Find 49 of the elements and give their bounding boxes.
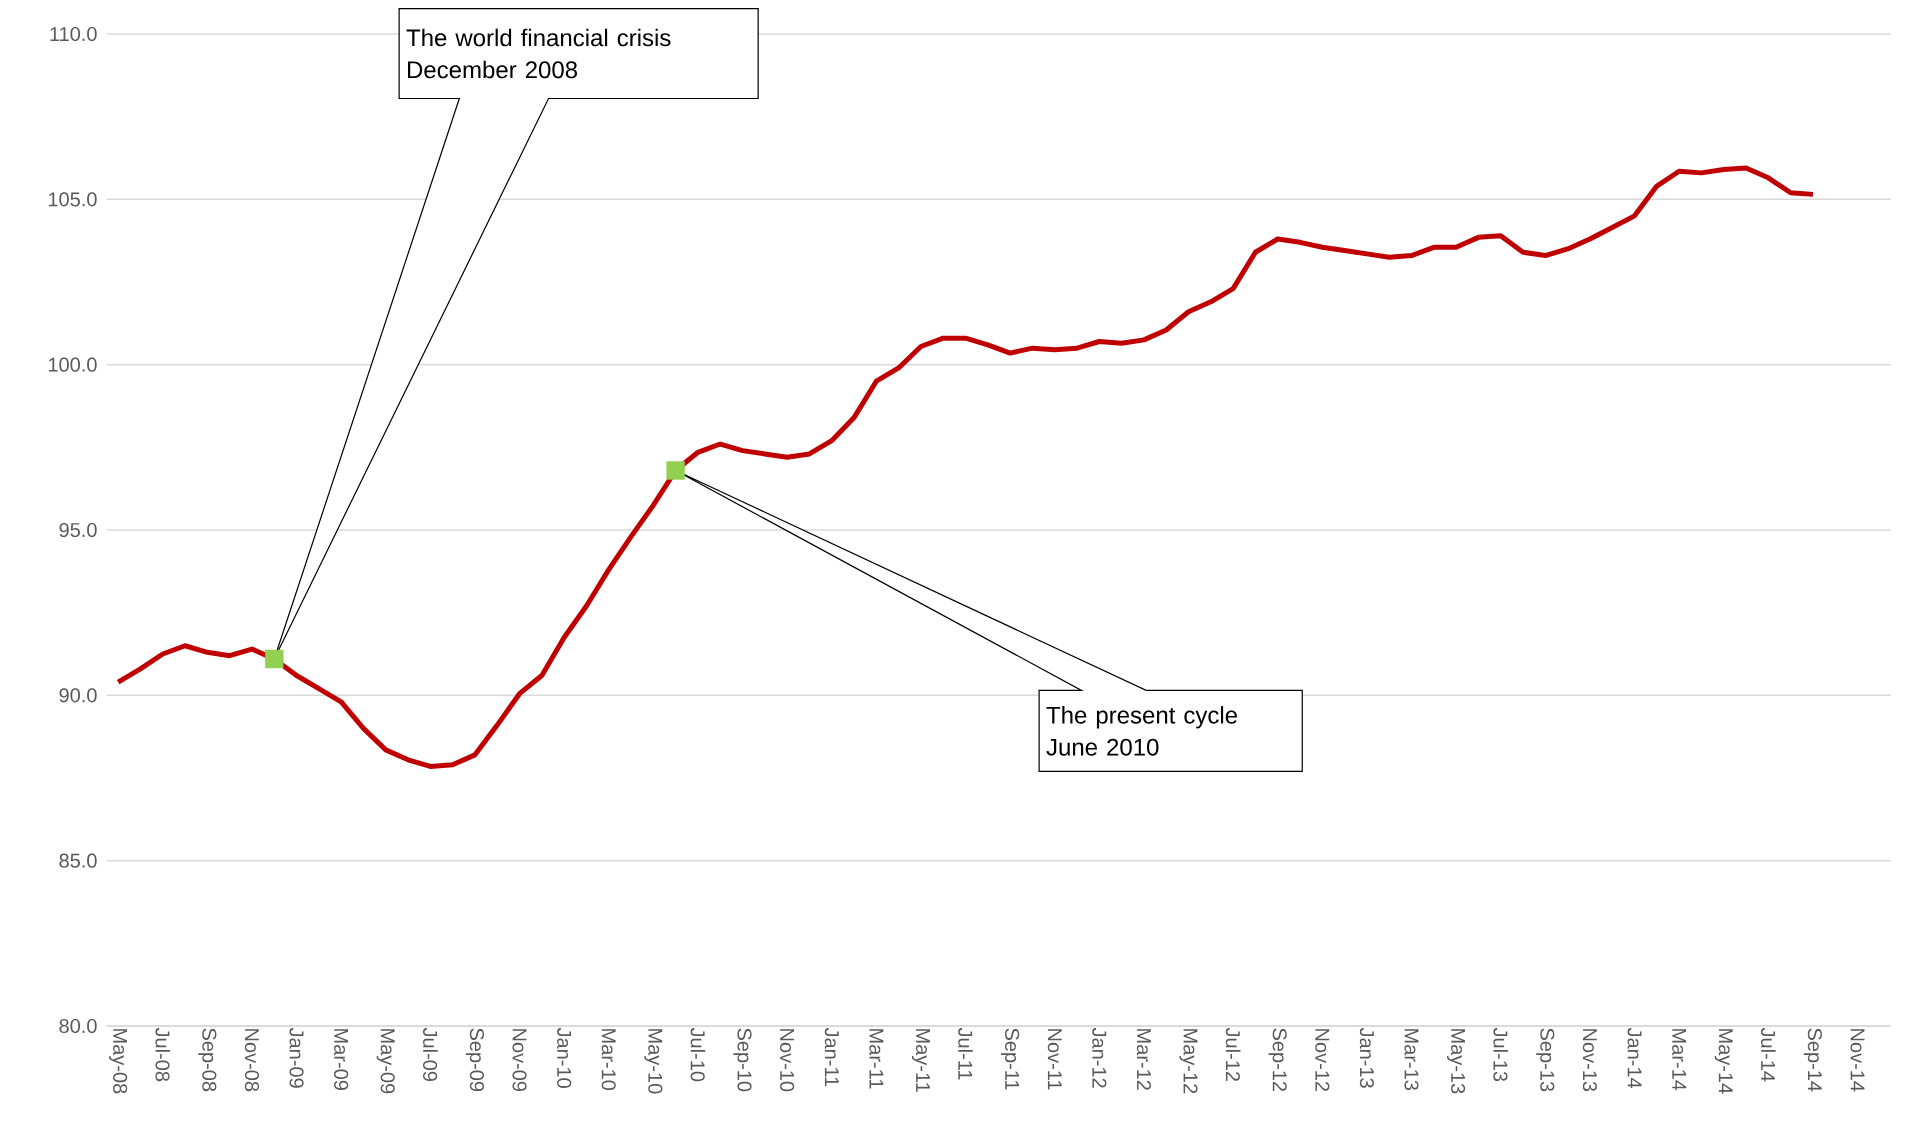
y-tick-label: 110.0 — [50, 26, 97, 42]
x-tick-label: Jan-09 — [289, 1027, 304, 1088]
y-tick-label: 85.0 — [59, 853, 97, 868]
x-tick-label: Mar-13 — [1404, 1029, 1419, 1090]
x-tick-label: Sep-12 — [1268, 1028, 1287, 1092]
x-tick-label: Nov-13 — [1582, 1029, 1597, 1092]
x-tick-label: Nov-10 — [780, 1029, 795, 1092]
x-tick-label: Nov-11 — [1047, 1029, 1062, 1090]
x-tick-label: Jan-11 — [824, 1027, 839, 1087]
x-tick-label: Nov-14 — [1850, 1029, 1865, 1092]
x-tick-label: Nov-08 — [244, 1029, 260, 1092]
x-tick-label: Nov-12 — [1315, 1029, 1330, 1091]
x-tick-label: Sep-08 — [198, 1028, 217, 1092]
x-tick-label: Jul-13 — [1493, 1027, 1509, 1082]
x-tick-label: May-11 — [911, 1029, 930, 1092]
x-tick-label: Jan-10 — [557, 1027, 572, 1088]
x-tick-label: Sep-13 — [1536, 1028, 1555, 1092]
x-tick-label: Sep-10 — [733, 1028, 752, 1092]
x-tick-label: Mar-11 — [869, 1029, 884, 1089]
y-tick-label: 95.0 — [59, 522, 97, 538]
x-tick-label: May-12 — [1179, 1029, 1198, 1094]
y-tick-label: 90.0 — [59, 688, 97, 703]
x-tick-label: Mar-14 — [1672, 1029, 1687, 1091]
x-tick-label: Jan-14 — [1627, 1027, 1642, 1089]
annotation: The present cycle June 2010 — [1046, 706, 1237, 756]
x-tick-label: May-08 — [109, 1029, 128, 1094]
x-tick-label: Jan-12 — [1092, 1027, 1107, 1088]
y-tick-label: 105.0 — [48, 192, 97, 207]
x-tick-label: Jul-10 — [690, 1027, 706, 1082]
x-tick-label: May-13 — [1447, 1029, 1466, 1094]
y-tick-label: 80.0 — [59, 1018, 97, 1034]
x-tick-label: Jul-11 — [958, 1027, 973, 1080]
x-tick-label: Jul-08 — [155, 1027, 171, 1082]
y-tick-label: 100.0 — [48, 357, 97, 372]
x-tick-label: Mar-10 — [601, 1029, 616, 1091]
x-tick-label: May-09 — [376, 1029, 395, 1094]
x-tick-label: Jul-09 — [423, 1027, 438, 1082]
x-tick-label: May-10 — [644, 1029, 663, 1094]
x-tick-label: Mar-09 — [334, 1029, 349, 1090]
x-tick-label: Sep-09 — [465, 1028, 484, 1092]
x-tick-label: May-14 — [1714, 1029, 1733, 1094]
x-tick-label: Nov-09 — [512, 1029, 527, 1092]
x-tick-label: Mar-12 — [1136, 1029, 1151, 1090]
x-tick-label: Sep-14 — [1803, 1028, 1822, 1092]
x-tick-label: Jul-14 — [1760, 1027, 1776, 1082]
x-tick-label: Jul-12 — [1225, 1027, 1241, 1081]
x-tick-label: Sep-11 — [1001, 1028, 1020, 1090]
x-tick-label: Jan-13 — [1359, 1027, 1374, 1088]
annotation: The world financial crisis December 2008 — [406, 28, 671, 79]
